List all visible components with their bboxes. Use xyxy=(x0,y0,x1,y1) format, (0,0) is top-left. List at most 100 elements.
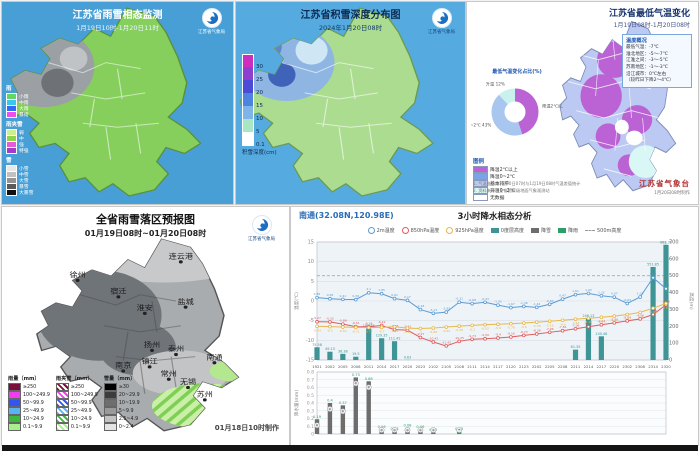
precip-bar[interactable] xyxy=(366,381,371,434)
data-point[interactable] xyxy=(431,326,436,330)
data-point[interactable] xyxy=(625,319,630,323)
data-point[interactable] xyxy=(366,290,371,295)
data-point[interactable] xyxy=(418,307,423,312)
data-point[interactable] xyxy=(586,316,591,321)
data-point[interactable] xyxy=(405,326,410,330)
data-point[interactable] xyxy=(599,322,604,327)
freezing-level-bar[interactable] xyxy=(391,341,398,360)
precip-bar[interactable] xyxy=(353,377,358,434)
data-point[interactable] xyxy=(470,301,474,306)
data-point[interactable] xyxy=(392,325,397,329)
freezing-level-bar[interactable] xyxy=(353,356,359,360)
data-point[interactable] xyxy=(522,321,526,325)
data-point[interactable] xyxy=(431,311,436,316)
data-point[interactable] xyxy=(638,310,642,315)
data-point[interactable] xyxy=(483,322,487,327)
data-point[interactable] xyxy=(651,312,655,317)
data-point[interactable] xyxy=(625,301,630,306)
data-point[interactable] xyxy=(547,319,552,324)
data-point[interactable] xyxy=(599,315,604,320)
data-point[interactable] xyxy=(405,298,410,303)
data-point[interactable] xyxy=(573,292,578,297)
chart-legend-item[interactable]: 2m温度 xyxy=(367,227,395,234)
data-point[interactable] xyxy=(366,325,371,330)
data-point[interactable] xyxy=(379,325,384,330)
data-point[interactable] xyxy=(315,295,319,300)
data-point[interactable] xyxy=(457,300,461,305)
data-point[interactable] xyxy=(341,325,345,329)
data-point[interactable] xyxy=(470,323,474,328)
freezing-level-bar[interactable] xyxy=(379,338,385,360)
freezing-level-bar[interactable] xyxy=(585,318,592,360)
data-point[interactable] xyxy=(573,326,578,331)
data-point[interactable] xyxy=(444,325,449,329)
data-point[interactable] xyxy=(509,305,513,310)
freezing-level-bar[interactable] xyxy=(572,349,579,360)
data-point[interactable] xyxy=(612,295,617,299)
data-point[interactable] xyxy=(496,322,500,327)
data-point[interactable] xyxy=(315,324,319,329)
data-point[interactable] xyxy=(444,344,449,348)
data-point[interactable] xyxy=(457,339,461,344)
chart-legend-item[interactable]: 降雪 xyxy=(530,227,551,234)
precip-bar[interactable] xyxy=(327,403,333,434)
data-point[interactable] xyxy=(573,317,578,321)
data-point[interactable] xyxy=(599,294,604,298)
chart-legend-item[interactable]: 0度层高度 xyxy=(490,227,524,234)
chart-legend-item[interactable]: 850hPa温度 xyxy=(401,227,439,234)
data-point[interactable] xyxy=(392,296,397,301)
chart-legend-item[interactable]: 500m高度 xyxy=(585,227,621,234)
data-point[interactable] xyxy=(496,303,500,307)
data-point[interactable] xyxy=(664,301,668,306)
freezing-level-bar[interactable] xyxy=(340,353,346,360)
data-point[interactable] xyxy=(328,320,332,324)
freezing-level-bar[interactable] xyxy=(366,328,372,360)
data-point[interactable] xyxy=(418,335,423,340)
data-point[interactable] xyxy=(431,340,436,344)
data-point[interactable] xyxy=(625,312,630,317)
data-point[interactable] xyxy=(586,291,591,296)
data-point[interactable] xyxy=(509,335,513,339)
data-point[interactable] xyxy=(638,295,642,299)
freezing-level-bar[interactable] xyxy=(598,336,604,360)
data-point[interactable] xyxy=(560,328,565,333)
data-point[interactable] xyxy=(534,305,539,310)
data-point[interactable] xyxy=(341,297,345,302)
data-point[interactable] xyxy=(379,291,384,296)
data-point[interactable] xyxy=(444,310,449,314)
data-point[interactable] xyxy=(534,320,539,324)
data-point[interactable] xyxy=(328,296,332,301)
data-point[interactable] xyxy=(560,297,565,301)
data-point[interactable] xyxy=(341,322,345,326)
data-point[interactable] xyxy=(353,297,358,302)
data-point[interactable] xyxy=(522,304,526,309)
chart-legend-item[interactable]: 降雨 xyxy=(557,227,578,234)
data-point[interactable] xyxy=(418,326,423,331)
data-point[interactable] xyxy=(586,325,591,329)
precip-phase-chart[interactable]: 15 10 5 0 -5 -10 -15 700 600 500 400 300 200 100 0 75.5… xyxy=(291,236,698,442)
freezing-level-bar[interactable] xyxy=(327,351,333,360)
data-point[interactable] xyxy=(496,336,500,340)
data-point[interactable] xyxy=(315,319,319,324)
chart-legend-item[interactable]: 925hPa温度 xyxy=(446,227,484,234)
data-point[interactable] xyxy=(664,286,668,291)
data-point[interactable] xyxy=(483,300,487,305)
data-point[interactable] xyxy=(353,325,358,330)
data-point[interactable] xyxy=(483,336,487,341)
data-point[interactable] xyxy=(470,337,474,342)
data-point[interactable] xyxy=(638,317,642,321)
precip-bar[interactable] xyxy=(431,432,436,434)
freezing-level-bar[interactable] xyxy=(314,347,320,360)
data-point[interactable] xyxy=(547,330,552,335)
data-point[interactable] xyxy=(457,324,461,328)
data-point[interactable] xyxy=(560,318,565,323)
precip-bar[interactable] xyxy=(340,405,346,434)
data-point[interactable] xyxy=(534,332,539,336)
data-point[interactable] xyxy=(612,314,617,318)
data-point[interactable] xyxy=(612,321,617,325)
data-point[interactable] xyxy=(328,324,332,329)
data-point[interactable] xyxy=(522,333,526,338)
data-point[interactable] xyxy=(651,306,655,310)
data-point[interactable] xyxy=(509,321,513,326)
data-point[interactable] xyxy=(547,302,552,307)
